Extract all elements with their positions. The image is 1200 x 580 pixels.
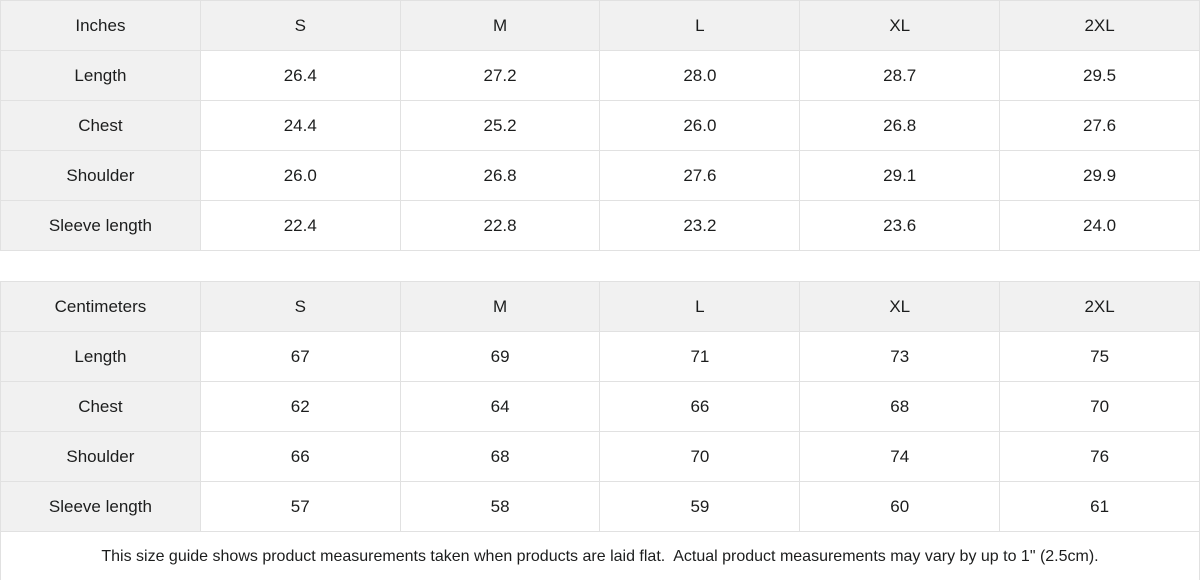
table-row: Length 26.4 27.2 28.0 28.7 29.5 — [0, 50, 1200, 101]
measurement-value: 58 — [399, 481, 601, 532]
measurement-label: Shoulder — [0, 150, 201, 201]
measurement-label: Sleeve length — [0, 200, 201, 251]
measurement-value: 26.0 — [199, 150, 401, 201]
measurement-value: 62 — [199, 381, 401, 432]
measurement-value: 27.6 — [999, 100, 1200, 151]
measurement-value: 64 — [399, 381, 601, 432]
measurement-value: 28.0 — [599, 50, 801, 101]
size-header-cell: XL — [799, 281, 1001, 332]
size-table-inches: Inches S M L XL 2XL Length 26.4 27.2 28.0 28.7 29.5… — [0, 0, 1200, 251]
size-header-cell: S — [199, 0, 401, 51]
measurement-label: Chest — [0, 381, 201, 432]
size-table-centimeters: Centimeters S M L XL 2XL Length 67 69 71 73 75 Chest… — [0, 281, 1200, 532]
size-header-cell: 2XL — [999, 0, 1200, 51]
measurement-value: 29.5 — [999, 50, 1200, 101]
measurement-value: 27.6 — [599, 150, 801, 201]
unit-header-cell: Inches — [0, 0, 201, 51]
measurement-value: 26.8 — [799, 100, 1001, 151]
table-row: Sleeve length 57 58 59 60 61 — [0, 481, 1200, 532]
size-guide-note: This size guide shows product measuremen… — [0, 532, 1200, 580]
size-header-cell: L — [599, 281, 801, 332]
measurement-value: 24.0 — [999, 200, 1200, 251]
measurement-label: Shoulder — [0, 431, 201, 482]
measurement-value: 26.0 — [599, 100, 801, 151]
measurement-value: 28.7 — [799, 50, 1001, 101]
size-header-cell: 2XL — [999, 281, 1200, 332]
table-row: Shoulder 26.0 26.8 27.6 29.1 29.9 — [0, 150, 1200, 201]
measurement-value: 70 — [599, 431, 801, 482]
table-row: Shoulder 66 68 70 74 76 — [0, 431, 1200, 482]
size-header-cell: L — [599, 0, 801, 51]
measurement-value: 68 — [799, 381, 1001, 432]
measurement-label: Chest — [0, 100, 201, 151]
measurement-value: 29.1 — [799, 150, 1001, 201]
measurement-value: 22.8 — [399, 200, 601, 251]
size-table-inches-body: Inches S M L XL 2XL Length 26.4 27.2 28.0 28.7 29.5… — [0, 0, 1200, 251]
table-row: Chest 62 64 66 68 70 — [0, 381, 1200, 432]
measurement-value: 57 — [199, 481, 401, 532]
table-spacer — [0, 251, 1200, 281]
size-table-centimeters-body: Centimeters S M L XL 2XL Length 67 69 71 73 75 Chest… — [0, 281, 1200, 532]
measurement-value: 74 — [799, 431, 1001, 482]
measurement-value: 59 — [599, 481, 801, 532]
size-header-cell: XL — [799, 0, 1001, 51]
table-row: Sleeve length 22.4 22.8 23.2 23.6 24.0 — [0, 200, 1200, 251]
size-header-cell: M — [399, 0, 601, 51]
table-row: Length 67 69 71 73 75 — [0, 331, 1200, 382]
measurement-value: 76 — [999, 431, 1200, 482]
measurement-value: 26.8 — [399, 150, 601, 201]
measurement-value: 75 — [999, 331, 1200, 382]
measurement-value: 66 — [199, 431, 401, 482]
measurement-value: 60 — [799, 481, 1001, 532]
measurement-value: 61 — [999, 481, 1200, 532]
measurement-label: Length — [0, 331, 201, 382]
measurement-value: 23.6 — [799, 200, 1001, 251]
measurement-value: 24.4 — [199, 100, 401, 151]
measurement-value: 70 — [999, 381, 1200, 432]
table-row: Chest 24.4 25.2 26.0 26.8 27.6 — [0, 100, 1200, 151]
measurement-value: 69 — [399, 331, 601, 382]
measurement-value: 25.2 — [399, 100, 601, 151]
size-header-cell: M — [399, 281, 601, 332]
size-header-cell: S — [199, 281, 401, 332]
header-row: Centimeters S M L XL 2XL — [0, 281, 1200, 332]
measurement-value: 73 — [799, 331, 1001, 382]
measurement-value: 68 — [399, 431, 601, 482]
measurement-value: 67 — [199, 331, 401, 382]
header-row: Inches S M L XL 2XL — [0, 0, 1200, 51]
measurement-value: 27.2 — [399, 50, 601, 101]
measurement-label: Sleeve length — [0, 481, 201, 532]
measurement-value: 23.2 — [599, 200, 801, 251]
measurement-value: 29.9 — [999, 150, 1200, 201]
measurement-value: 66 — [599, 381, 801, 432]
measurement-label: Length — [0, 50, 201, 101]
measurement-value: 26.4 — [199, 50, 401, 101]
unit-header-cell: Centimeters — [0, 281, 201, 332]
measurement-value: 22.4 — [199, 200, 401, 251]
measurement-value: 71 — [599, 331, 801, 382]
